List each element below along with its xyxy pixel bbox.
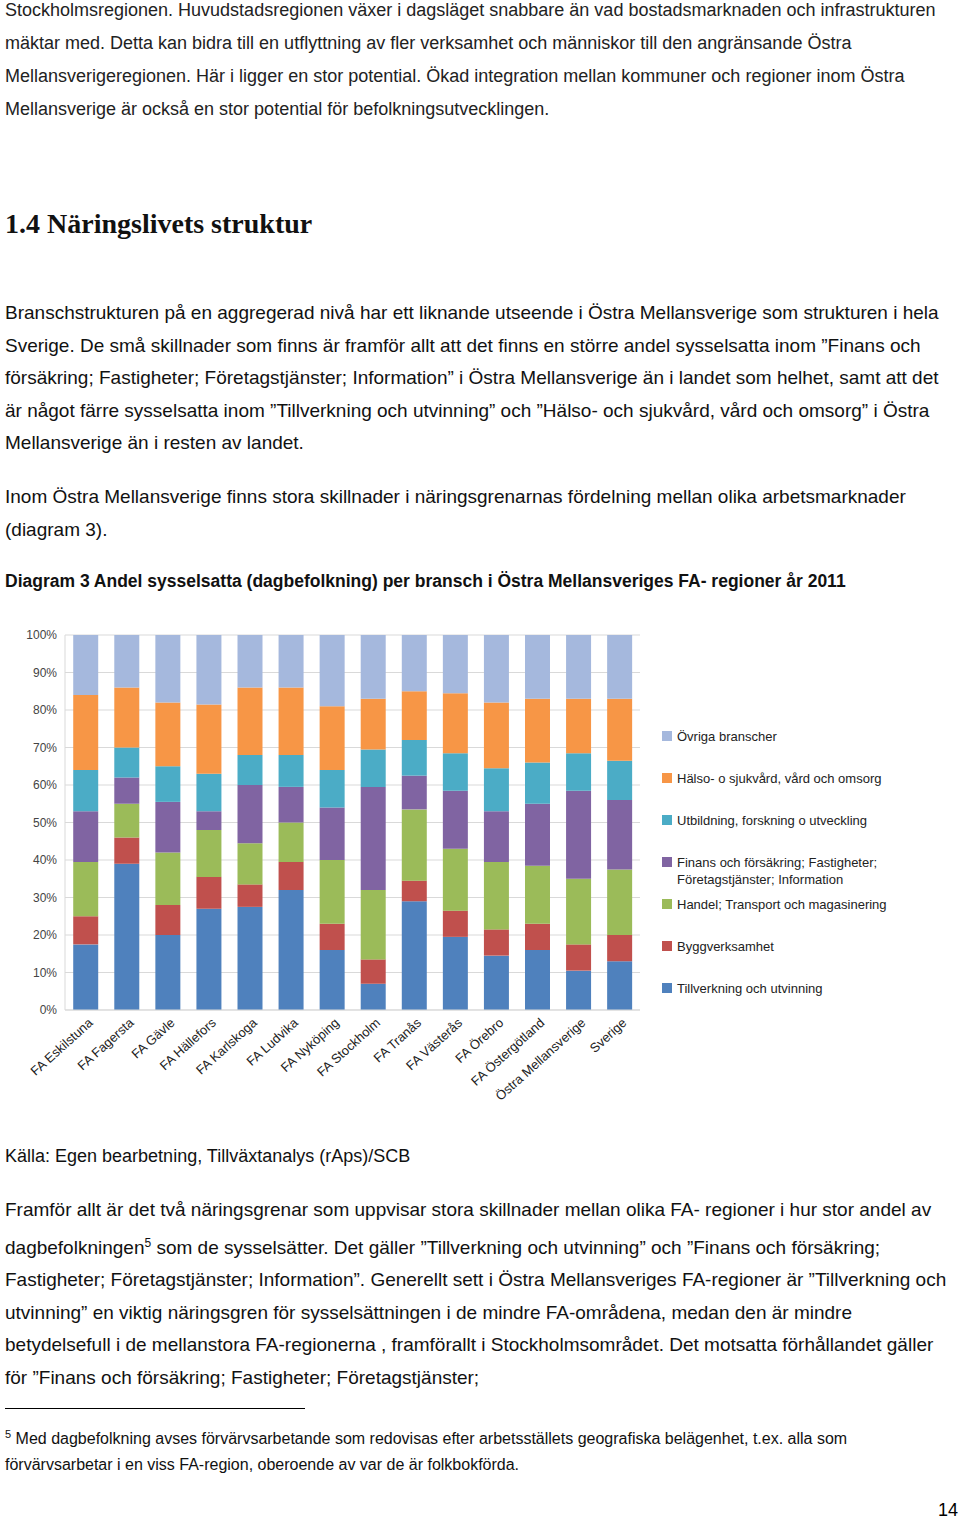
svg-text:Östra Mellansverige: Östra Mellansverige (492, 1015, 588, 1104)
svg-text:40%: 40% (33, 853, 57, 867)
html-text:Framför allt är det två näring: Framför allt är det två näringsgrenar so… (5, 1199, 947, 1388)
svg-text:10%: 10% (33, 966, 57, 980)
svg-text:100%: 100% (26, 628, 57, 642)
html-text:Branschstrukturen på en aggreg: Branschstrukturen på en aggregerad nivå … (5, 302, 939, 453)
html-text:Övriga branscher: Övriga branscher (677, 729, 777, 744)
html-text:Byggverksamhet: Byggverksamhet (677, 939, 774, 954)
html-text:Inom Östra Mellansverige finns: Inom Östra Mellansverige finns stora ski… (5, 486, 906, 540)
html-text:Handel; Transport och magasine: Handel; Transport och magasinering (677, 897, 887, 912)
svg-text:20%: 20% (33, 928, 57, 942)
svg-text:90%: 90% (33, 666, 57, 680)
html-text:14: 14 (938, 1500, 958, 1520)
html-text:Tillverkning och utvinning: Tillverkning och utvinning (677, 981, 823, 996)
svg-text:FA Hällefors: FA Hällefors (156, 1015, 219, 1074)
svg-text:30%: 30% (33, 891, 57, 905)
svg-text:50%: 50% (33, 816, 57, 830)
html-text:Källa: Egen bearbetning, Tillv: Källa: Egen bearbetning, Tillväxtanalys … (5, 1146, 411, 1166)
svg-text:FA Stockholm: FA Stockholm (314, 1015, 383, 1079)
html-text:Utbildning, forskning o utveck: Utbildning, forskning o utveckling (677, 813, 868, 828)
html-text:Hälso- o sjukvård, vård och om: Hälso- o sjukvård, vård och omsorg (677, 771, 882, 786)
svg-text:60%: 60% (33, 778, 57, 792)
svg-text:FA Eskilstuna: FA Eskilstuna (27, 1015, 96, 1079)
html-text:1.4 Näringslivets struktur: 1.4 Näringslivets struktur (5, 208, 313, 239)
html-text:Stockholmsregionen. Huvudstads: Stockholmsregionen. Huvudstadsregionen v… (5, 0, 936, 119)
html-text:5 Med dagbefolkning avses förv: 5 Med dagbefolkning avses förvärvsarbeta… (5, 1428, 848, 1474)
svg-text:FA Västerås: FA Västerås (403, 1015, 465, 1073)
svg-text:FA Gävle: FA Gävle (128, 1015, 178, 1062)
html-text:Finans och försäkring; Fastigh: Finans och försäkring; Fastigheter; Före… (677, 855, 878, 887)
svg-text:FA Ludvika: FA Ludvika (243, 1015, 301, 1069)
svg-text:Sverige: Sverige (587, 1015, 630, 1056)
svg-text:FA Karlskoga: FA Karlskoga (193, 1015, 261, 1078)
svg-text:FA Fagersta: FA Fagersta (74, 1015, 137, 1074)
svg-text:80%: 80% (33, 703, 57, 717)
html-text:Diagram 3 Andel sysselsatta (d: Diagram 3 Andel sysselsatta (dagbefolkni… (5, 571, 846, 591)
svg-text:0%: 0% (40, 1003, 58, 1017)
svg-text:FA Östergötland: FA Östergötland (468, 1015, 548, 1089)
svg-text:70%: 70% (33, 741, 57, 755)
svg-text:FA Örebro: FA Örebro (452, 1015, 507, 1066)
svg-text:FA Nyköping: FA Nyköping (277, 1015, 342, 1076)
svg-text:FA Tranås: FA Tranås (370, 1015, 425, 1066)
